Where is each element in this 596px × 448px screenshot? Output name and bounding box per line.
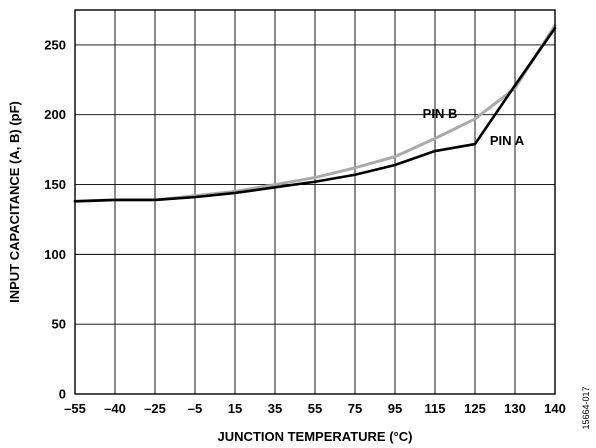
x-tick-label: 130 (504, 401, 526, 416)
series-label-pin-b: PIN B (423, 106, 458, 121)
x-tick-label: 95 (388, 401, 402, 416)
y-tick-label: 200 (44, 107, 66, 122)
y-tick-label: 150 (44, 177, 66, 192)
x-tick-label: –25 (144, 401, 166, 416)
x-tick-label: 15 (228, 401, 242, 416)
series-line-pin-a (73, 26, 557, 203)
x-axis-title: JUNCTION TEMPERATURE (°C) (218, 429, 413, 444)
x-tick-label: 75 (348, 401, 362, 416)
x-tick-label: –5 (188, 401, 202, 416)
y-tick-label: 100 (44, 247, 66, 262)
x-tick-label: –40 (104, 401, 126, 416)
x-tick-label: 125 (464, 401, 486, 416)
figure-id: 15664-017 (581, 386, 591, 429)
x-tick-label: 115 (425, 401, 446, 416)
series-lines (73, 23, 557, 203)
plot-frame (74, 9, 556, 395)
y-tick-label: 250 (44, 37, 66, 52)
y-tick-labels: 0 50 100 150 200 250 (44, 37, 66, 401)
grid (75, 10, 555, 394)
x-tick-labels: –55 –40 –25 –5 15 35 55 75 95 115 125 130 140 (64, 401, 566, 416)
y-tick-label: 50 (52, 317, 66, 332)
y-axis-title: INPUT CAPACITANCE (A, B) (pF) (7, 101, 22, 303)
x-tick-label: 55 (308, 401, 322, 416)
x-tick-label: 35 (268, 401, 282, 416)
y-tick-label: 0 (59, 387, 66, 402)
series-label-pin-a: PIN A (490, 133, 525, 148)
x-tick-label: 140 (544, 401, 566, 416)
x-tick-label: –55 (64, 401, 86, 416)
